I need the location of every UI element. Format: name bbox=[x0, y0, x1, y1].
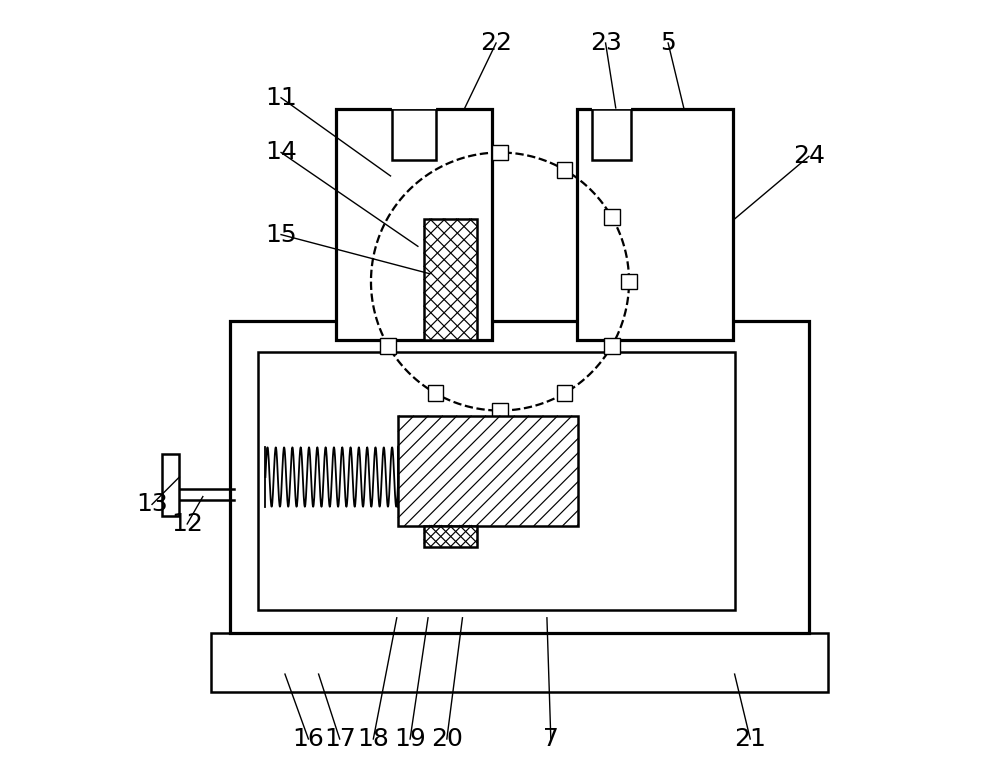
Bar bbox=[604, 209, 620, 224]
Bar bbox=[392, 102, 436, 109]
Bar bbox=[621, 274, 637, 289]
Bar bbox=[577, 109, 733, 340]
Bar bbox=[428, 386, 443, 401]
Text: 23: 23 bbox=[590, 31, 622, 55]
Text: 22: 22 bbox=[480, 31, 512, 55]
Text: 11: 11 bbox=[265, 86, 297, 109]
Bar bbox=[392, 109, 436, 160]
Bar bbox=[592, 102, 631, 109]
Text: 20: 20 bbox=[431, 727, 463, 751]
Bar bbox=[557, 386, 572, 401]
Text: 5: 5 bbox=[660, 31, 676, 55]
Text: 17: 17 bbox=[324, 727, 356, 751]
Text: 15: 15 bbox=[265, 223, 297, 246]
Text: 21: 21 bbox=[734, 727, 766, 751]
Bar bbox=[336, 109, 492, 340]
Bar bbox=[211, 633, 828, 692]
Text: 19: 19 bbox=[394, 727, 426, 751]
Bar bbox=[492, 403, 508, 418]
Bar bbox=[557, 162, 572, 178]
Text: 7: 7 bbox=[543, 727, 559, 751]
Bar bbox=[604, 338, 620, 353]
Text: 14: 14 bbox=[265, 141, 297, 164]
Bar bbox=[424, 526, 477, 547]
Bar bbox=[230, 321, 809, 633]
Text: 13: 13 bbox=[136, 493, 168, 516]
Bar bbox=[162, 454, 179, 516]
Bar bbox=[492, 145, 508, 160]
Bar bbox=[424, 219, 477, 340]
Text: 16: 16 bbox=[292, 727, 324, 751]
Text: 18: 18 bbox=[357, 727, 389, 751]
Bar bbox=[398, 416, 578, 526]
Text: 24: 24 bbox=[793, 145, 825, 168]
Text: 12: 12 bbox=[171, 512, 203, 536]
Bar bbox=[592, 109, 631, 160]
Bar bbox=[380, 338, 396, 353]
Bar bbox=[258, 352, 735, 610]
